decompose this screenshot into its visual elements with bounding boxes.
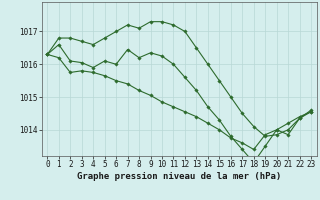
X-axis label: Graphe pression niveau de la mer (hPa): Graphe pression niveau de la mer (hPa) <box>77 172 281 181</box>
